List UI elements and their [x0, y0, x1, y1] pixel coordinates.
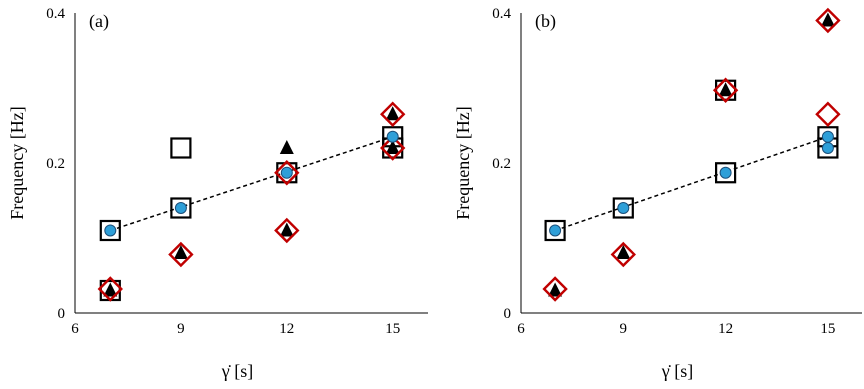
triangle-point [279, 222, 294, 237]
circle-point [821, 142, 834, 154]
diamond-point [610, 241, 636, 268]
x-tick-label: 6 [517, 321, 525, 337]
triangle-point [820, 12, 835, 27]
diamond-point [380, 135, 406, 161]
diamond-point [380, 101, 406, 127]
x-axis-title: γ̇ [s] [221, 361, 253, 381]
panel-label: (b) [535, 11, 556, 32]
trendline [554, 136, 829, 232]
x-tick-label: 9 [177, 321, 185, 337]
y-tick-label: 0.4 [46, 6, 65, 22]
diamond-point [815, 7, 841, 34]
triangle-point [385, 140, 400, 154]
triangle-point [616, 245, 631, 259]
chart-panel-2: 6 9 12 15 0 0.2 0.4 γ̇ [s] Frequency [Hz] (b) [453, 6, 862, 381]
circle-point [821, 130, 834, 143]
x-tick-label: 12 [279, 321, 294, 337]
diamond-point [542, 276, 568, 302]
diamond-point [274, 217, 300, 244]
square-point [544, 219, 566, 242]
x-axis-title: γ̇ [s] [661, 361, 693, 381]
circle-point [617, 202, 630, 214]
x-tick-label: 6 [71, 321, 79, 337]
square-point [714, 162, 737, 184]
triangle-point [103, 282, 118, 297]
y-tick-label: 0 [58, 306, 66, 322]
square-point [170, 137, 192, 159]
circle-point [719, 166, 732, 179]
circle-point [386, 130, 399, 143]
circle-point [280, 166, 293, 179]
trendline [110, 136, 393, 232]
y-tick-label: 0 [504, 306, 512, 322]
chart-panel-1: 6 9 12 15 0 0.2 0.4 γ̇ [s] Frequency [Hz] (a) [7, 6, 428, 381]
x-tick-label: 15 [385, 321, 400, 337]
diamond-point [712, 77, 739, 103]
triangle-point [548, 282, 563, 297]
x-tick-label: 15 [820, 321, 835, 337]
circle-point [549, 224, 562, 237]
diamond-point [168, 241, 194, 268]
triangle-point [718, 82, 733, 97]
x-tick-label: 9 [620, 321, 628, 337]
square-point [170, 197, 192, 219]
square-point [612, 197, 634, 219]
y-tick-label: 0.4 [492, 6, 511, 22]
y-axis-title: Frequency [Hz] [7, 106, 27, 219]
diamond-point [815, 101, 841, 127]
panel-label: (a) [89, 11, 109, 32]
square-point [99, 219, 121, 242]
triangle-point [173, 245, 188, 259]
diamond-point [97, 276, 123, 302]
triangle-point [385, 106, 400, 121]
diamond-point [274, 160, 300, 186]
y-tick-label: 0.2 [46, 156, 65, 172]
circle-point [174, 202, 187, 214]
triangle-point [279, 140, 294, 154]
circle-point [104, 224, 117, 237]
y-axis-title: Frequency [Hz] [453, 106, 473, 219]
x-tick-label: 12 [718, 321, 733, 337]
y-tick-label: 0.2 [492, 156, 511, 172]
